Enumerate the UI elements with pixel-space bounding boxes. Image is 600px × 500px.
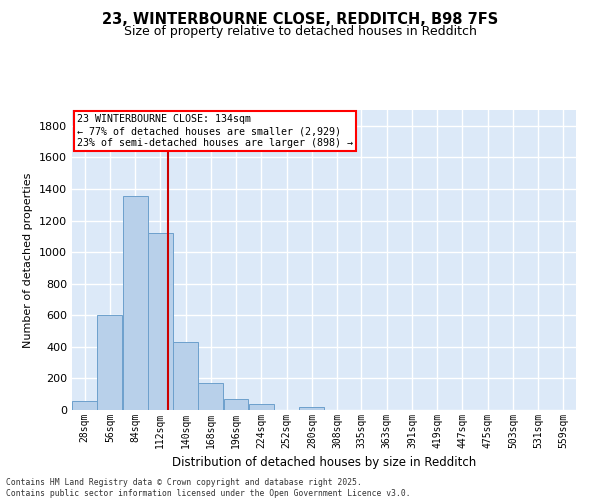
Bar bbox=[72, 402, 97, 410]
Bar bbox=[148, 233, 173, 410]
Bar bbox=[173, 342, 198, 410]
Bar bbox=[97, 316, 122, 410]
Text: Size of property relative to detached houses in Redditch: Size of property relative to detached ho… bbox=[124, 25, 476, 38]
X-axis label: Distribution of detached houses by size in Redditch: Distribution of detached houses by size … bbox=[172, 456, 476, 469]
Bar bbox=[299, 407, 324, 410]
Text: 23 WINTERBOURNE CLOSE: 134sqm
← 77% of detached houses are smaller (2,929)
23% o: 23 WINTERBOURNE CLOSE: 134sqm ← 77% of d… bbox=[77, 114, 353, 148]
Bar bbox=[199, 383, 223, 410]
Text: 23, WINTERBOURNE CLOSE, REDDITCH, B98 7FS: 23, WINTERBOURNE CLOSE, REDDITCH, B98 7F… bbox=[102, 12, 498, 28]
Y-axis label: Number of detached properties: Number of detached properties bbox=[23, 172, 34, 348]
Bar bbox=[249, 404, 274, 410]
Bar bbox=[224, 399, 248, 410]
Bar bbox=[123, 196, 148, 410]
Text: Contains HM Land Registry data © Crown copyright and database right 2025.
Contai: Contains HM Land Registry data © Crown c… bbox=[6, 478, 410, 498]
